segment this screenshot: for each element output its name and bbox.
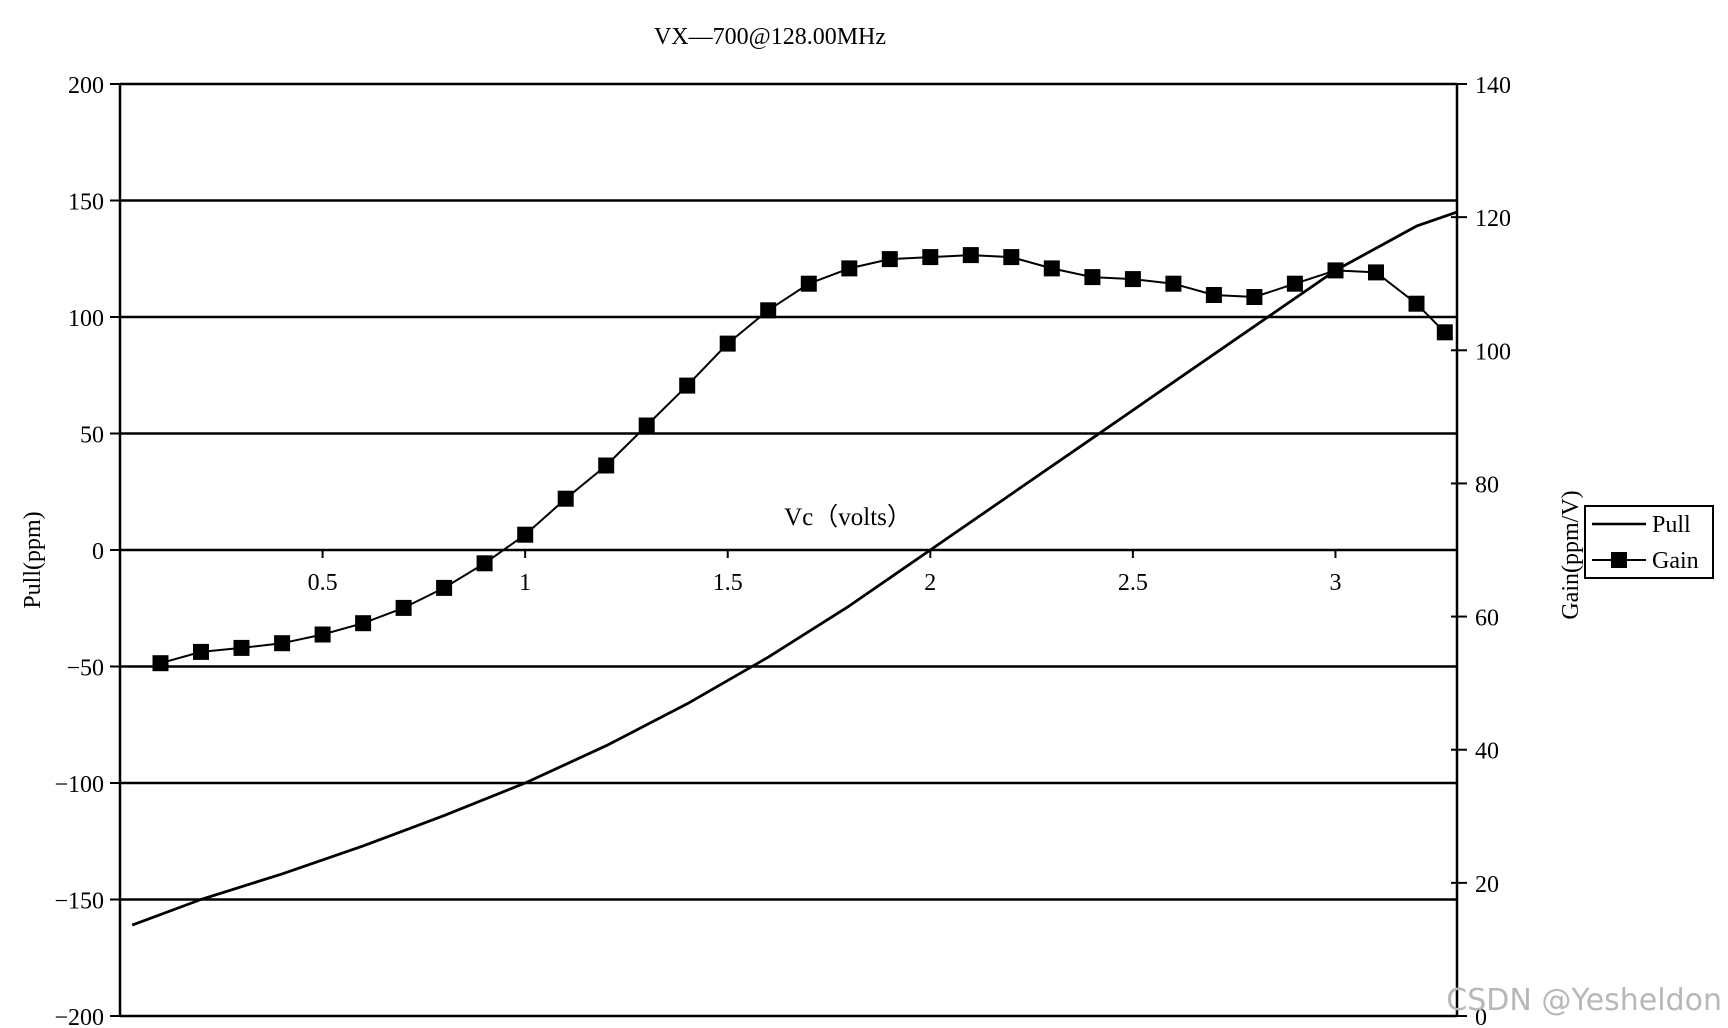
left-tick-label: −200 bbox=[54, 1005, 104, 1028]
y-axis-label-right: Gain(ppm/V) bbox=[1558, 490, 1584, 619]
chart-title: VX—700@128.00MHz bbox=[654, 24, 886, 50]
x-tick-label: 0.5 bbox=[308, 570, 338, 596]
data-point-gain bbox=[1286, 275, 1303, 292]
data-point-gain bbox=[233, 639, 250, 656]
left-tick-label: −50 bbox=[66, 656, 104, 682]
series-line-pull bbox=[131, 210, 1458, 927]
data-point-gain bbox=[436, 579, 453, 596]
data-point-gain bbox=[557, 490, 574, 507]
x-tick-label: 2 bbox=[924, 570, 936, 596]
data-point-gain bbox=[517, 526, 534, 543]
data-point-gain bbox=[1246, 289, 1263, 305]
legend-gain-marker bbox=[1611, 552, 1627, 568]
legend: Pull Gain bbox=[1584, 505, 1714, 579]
data-point-gain bbox=[922, 249, 939, 266]
x-tick-label: 1 bbox=[519, 570, 531, 596]
left-tick-label: 0 bbox=[92, 539, 104, 565]
right-tick-label: 100 bbox=[1475, 339, 1511, 365]
data-point-gain bbox=[1043, 260, 1060, 277]
data-point-gain bbox=[679, 377, 696, 394]
watermark: CSDN @Yesheldon bbox=[1446, 983, 1722, 1018]
left-tick-label: 50 bbox=[80, 423, 104, 449]
data-point-gain bbox=[1124, 271, 1141, 288]
x-tick-label: 3 bbox=[1329, 570, 1341, 596]
data-point-gain bbox=[1084, 269, 1101, 286]
data-point-gain bbox=[395, 599, 412, 616]
right-tick-label: 40 bbox=[1475, 739, 1499, 765]
left-tick-label: −100 bbox=[54, 772, 104, 798]
x-tick-label: 2.5 bbox=[1118, 570, 1148, 596]
data-point-gain bbox=[800, 275, 817, 292]
y-axis-label-left: Pull(ppm) bbox=[20, 511, 46, 608]
data-point-gain bbox=[1165, 275, 1182, 292]
legend-box bbox=[1584, 505, 1714, 579]
data-point-gain bbox=[760, 302, 777, 319]
left-tick-label: 200 bbox=[68, 73, 104, 99]
data-point-gain bbox=[638, 417, 655, 434]
left-tick-label: −150 bbox=[54, 889, 104, 915]
data-point-gain bbox=[719, 335, 736, 352]
right-tick-label: 80 bbox=[1475, 472, 1499, 498]
right-axis-ticks: 140 120 100 80 60 40 20 0 bbox=[1451, 73, 1511, 1028]
data-point-gain bbox=[193, 643, 209, 660]
data-point-gain bbox=[841, 260, 858, 277]
right-tick-label: 60 bbox=[1475, 606, 1499, 632]
x-tick-label: 1.5 bbox=[713, 570, 743, 596]
data-point-gain bbox=[962, 247, 979, 264]
left-tick-label: 150 bbox=[68, 190, 104, 216]
data-point-gain bbox=[152, 655, 169, 672]
right-tick-label: 20 bbox=[1475, 872, 1499, 898]
series-layer bbox=[131, 210, 1458, 927]
left-axis-ticks: 200 150 100 50 0 −50 −100 −150 −200 bbox=[54, 73, 120, 1028]
data-point-gain bbox=[1205, 287, 1222, 303]
legend-gain-label: Gain bbox=[1652, 548, 1699, 574]
x-axis-label: Vc（volts） bbox=[784, 503, 912, 531]
grid-lines bbox=[120, 82, 1457, 901]
right-tick-label: 0 bbox=[1475, 1005, 1487, 1028]
right-tick-label: 140 bbox=[1475, 73, 1511, 99]
data-point-gain bbox=[1327, 262, 1344, 279]
left-tick-label: 100 bbox=[68, 306, 104, 332]
right-tick-label: 120 bbox=[1475, 206, 1511, 232]
data-point-gain bbox=[314, 626, 331, 643]
data-point-gain bbox=[881, 251, 898, 268]
data-point-gain bbox=[598, 457, 615, 474]
data-point-gain bbox=[476, 555, 493, 572]
x-axis-ticks: 0.5 1 1.5 2 2.5 3 bbox=[308, 550, 1341, 596]
legend-pull-label: Pull bbox=[1652, 512, 1691, 538]
data-point-gain bbox=[1368, 264, 1384, 281]
data-point-gain bbox=[1436, 324, 1453, 341]
data-point-gain bbox=[274, 635, 291, 652]
data-point-gain bbox=[1003, 249, 1020, 266]
data-point-gain bbox=[1408, 295, 1425, 312]
data-point-gain bbox=[355, 615, 372, 632]
